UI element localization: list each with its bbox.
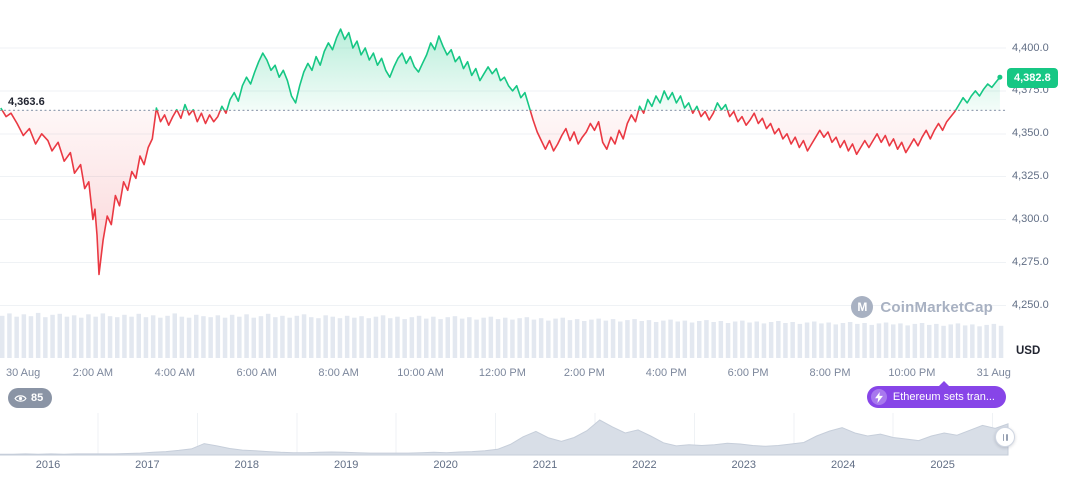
date-range-minimap[interactable]: [0, 410, 1072, 460]
x-axis-label: 4:00 AM: [154, 367, 195, 379]
x-axis-label: 8:00 AM: [318, 367, 359, 379]
viewers-badge: 85: [8, 388, 53, 408]
last-price-badge: 4,382.8: [1007, 67, 1058, 88]
minimap-year-label: 2023: [731, 459, 757, 471]
x-axis-label: 8:00 PM: [809, 367, 851, 379]
news-pill-pointer: [938, 381, 949, 386]
y-axis-label: 4,250.0: [1012, 298, 1049, 311]
news-annotation-pill[interactable]: Ethereum sets tran...: [866, 381, 1006, 408]
x-axis-label: 10:00 AM: [397, 367, 444, 379]
x-axis-label: 10:00 PM: [888, 367, 936, 379]
viewers-count: 85: [31, 392, 44, 404]
minimap-year-label: 2022: [632, 459, 657, 471]
x-axis-label: 12:00 PM: [478, 367, 526, 379]
x-axis-label: 31 Aug: [976, 367, 1011, 379]
news-pill-label: Ethereum sets tran...: [892, 391, 995, 403]
minimap-year-label: 2019: [333, 459, 359, 471]
price-chart[interactable]: [0, 0, 1072, 362]
minimap-year-label: 2020: [433, 459, 458, 471]
watermark-text: CoinMarketCap: [880, 298, 993, 316]
x-axis-label: 6:00 PM: [727, 367, 769, 379]
y-axis-label: 4,400.0: [1012, 41, 1049, 54]
x-axis-label: 30 Aug: [6, 367, 41, 379]
y-axis-label: 4,275.0: [1012, 255, 1049, 268]
x-axis-label: 4:00 PM: [645, 367, 687, 379]
coinmarketcap-logo-icon: M: [851, 296, 874, 318]
baseline-price-label: 4,363.6: [8, 96, 45, 108]
y-axis-label: 4,350.0: [1012, 127, 1049, 140]
minimap-year-label: 2016: [35, 459, 61, 471]
minimap-year-label: 2024: [830, 459, 856, 471]
range-slider-handle[interactable]: [995, 427, 1015, 447]
x-axis-label: 6:00 AM: [236, 367, 277, 379]
x-axis-label: 2:00 AM: [72, 367, 114, 379]
minimap-year-label: 2018: [234, 459, 260, 471]
x-axis-label: 2:00 PM: [563, 367, 605, 379]
y-axis-unit-label: USD: [1016, 345, 1041, 357]
lightning-icon: [870, 389, 887, 405]
minimap-year-label: 2025: [930, 459, 955, 471]
y-axis-label: 4,325.0: [1012, 170, 1049, 183]
minimap-year-label: 2017: [135, 459, 160, 471]
eye-icon: [14, 394, 27, 402]
minimap-year-label: 2021: [532, 459, 558, 471]
coinmarketcap-watermark: M CoinMarketCap: [851, 296, 993, 318]
y-axis-label: 4,300.0: [1012, 213, 1049, 225]
